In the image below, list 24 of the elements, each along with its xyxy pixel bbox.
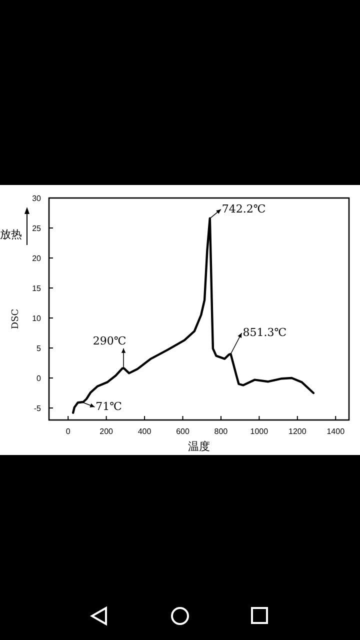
x-axis-title: 温度 [188,440,210,453]
x-tick-label: 1000 [250,427,269,436]
annotation: 742.2℃ [222,202,266,216]
annotation: 851.3℃ [242,326,287,339]
y-tick-label: 25 [32,224,42,233]
x-tick-label: 200 [100,427,114,436]
y-tick-label: 30 [32,194,42,203]
x-tick-label: 1200 [288,427,307,436]
x-tick-label: 400 [138,427,152,436]
y-tick-label: 15 [32,284,42,293]
y-tick-label: -5 [34,404,42,413]
line-series [72,217,315,414]
x-tick-label: 800 [214,427,228,436]
text: 放热 [0,228,22,241]
y-tick-label: 0 [36,374,42,383]
y-tick-label: 5 [36,344,42,353]
x-tick-label: 1400 [326,427,346,436]
y-tick-label: 10 [32,314,42,323]
x-tick-label: 600 [176,427,190,436]
annotation: 290℃ [92,334,126,348]
y-tick-label: 20 [32,254,42,263]
x-tick-label: 0 [66,427,71,436]
y-axis-title: DSC [11,308,21,330]
annotation: 71℃ [96,400,122,413]
